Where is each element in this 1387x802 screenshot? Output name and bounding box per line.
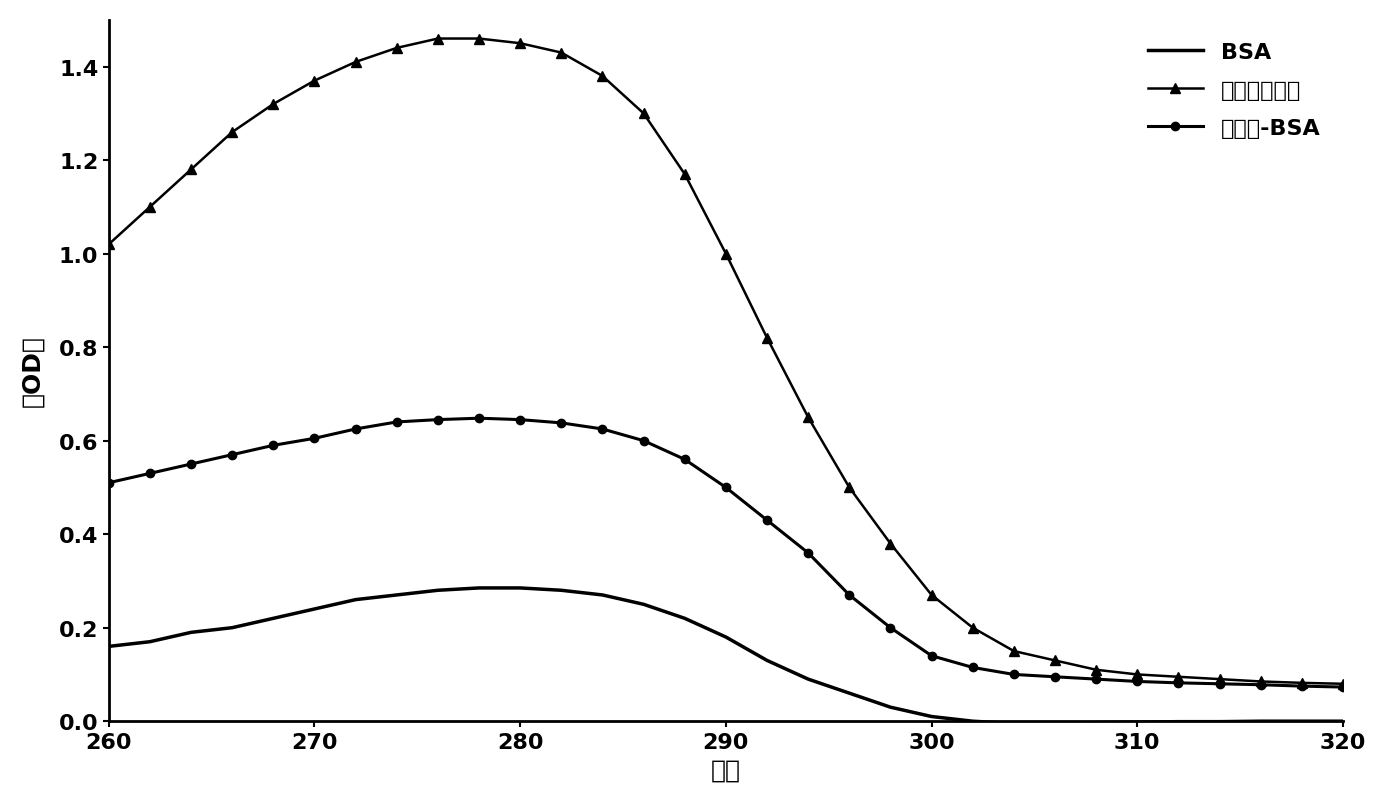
- 美沙醇-BSA: [470, 414, 487, 423]
- BSA: [717, 633, 734, 642]
- 美沙醇-BSA: [388, 418, 405, 427]
- BSA: [1087, 718, 1104, 727]
- 美沙醇-BSA: [677, 455, 694, 464]
- 美沙醇半抗原: [1294, 678, 1311, 688]
- BSA: [635, 600, 652, 610]
- 美沙醇半抗原: [388, 44, 405, 54]
- 美沙醇-BSA: [1047, 672, 1064, 682]
- 美沙醇半抗原: [1006, 646, 1022, 656]
- BSA: [964, 716, 981, 726]
- BSA: [677, 614, 694, 623]
- 美沙醇-BSA: [100, 478, 117, 488]
- 美沙醇半抗原: [1047, 656, 1064, 666]
- 美沙醇-BSA: [265, 441, 282, 451]
- 美沙醇半抗原: [882, 539, 899, 549]
- 美沙醇-BSA: [553, 419, 570, 428]
- BSA: [1129, 718, 1146, 727]
- BSA: [1006, 719, 1022, 728]
- 美沙醇-BSA: [1087, 674, 1104, 684]
- 美沙醇半抗原: [594, 72, 610, 82]
- 美沙醇半抗原: [553, 49, 570, 59]
- BSA: [183, 628, 200, 638]
- 美沙醇-BSA: [223, 450, 240, 460]
- 美沙醇半抗原: [223, 128, 240, 138]
- 美沙醇-BSA: [1294, 682, 1311, 691]
- 美沙醇-BSA: [1006, 670, 1022, 679]
- BSA: [800, 674, 817, 684]
- 美沙醇半抗原: [470, 34, 487, 44]
- BSA: [553, 585, 570, 595]
- Line: 美沙醇-BSA: 美沙醇-BSA: [104, 415, 1347, 691]
- BSA: [1047, 719, 1064, 728]
- 美沙醇-BSA: [841, 590, 857, 600]
- 美沙醇-BSA: [1211, 679, 1227, 689]
- 美沙醇半抗原: [141, 203, 158, 213]
- 美沙醇半抗原: [717, 249, 734, 259]
- 美沙醇-BSA: [759, 516, 775, 525]
- 美沙醇半抗原: [100, 240, 117, 249]
- 美沙醇-BSA: [717, 483, 734, 492]
- BSA: [100, 642, 117, 651]
- 美沙醇-BSA: [430, 415, 447, 425]
- BSA: [759, 656, 775, 666]
- BSA: [265, 614, 282, 623]
- BSA: [1211, 717, 1227, 727]
- 美沙醇半抗原: [800, 413, 817, 423]
- 美沙醇半抗原: [265, 100, 282, 110]
- 美沙醇-BSA: [594, 424, 610, 434]
- 美沙醇-BSA: [141, 469, 158, 479]
- 美沙醇-BSA: [347, 424, 363, 434]
- 美沙醇半抗原: [635, 109, 652, 119]
- BSA: [347, 595, 363, 605]
- 美沙醇半抗原: [1171, 672, 1187, 682]
- 美沙醇-BSA: [964, 662, 981, 672]
- 美沙醇半抗原: [964, 623, 981, 633]
- 美沙醇-BSA: [1252, 680, 1269, 690]
- BSA: [882, 703, 899, 712]
- 美沙醇半抗原: [1129, 670, 1146, 679]
- 美沙醇-BSA: [635, 436, 652, 446]
- 美沙醇半抗原: [1211, 674, 1227, 684]
- BSA: [841, 688, 857, 698]
- BSA: [1294, 716, 1311, 726]
- BSA: [594, 590, 610, 600]
- 美沙醇-BSA: [512, 415, 528, 425]
- BSA: [924, 712, 940, 722]
- 美沙醇半抗原: [759, 334, 775, 343]
- Y-axis label: 光OD值: 光OD值: [21, 335, 44, 407]
- 美沙醇半抗原: [307, 77, 323, 87]
- BSA: [470, 583, 487, 593]
- 美沙醇半抗原: [1252, 677, 1269, 687]
- 美沙醇半抗原: [512, 39, 528, 49]
- 美沙醇半抗原: [347, 58, 363, 67]
- BSA: [1171, 717, 1187, 727]
- 美沙醇半抗原: [677, 170, 694, 180]
- 美沙醇-BSA: [1334, 683, 1351, 692]
- 美沙醇-BSA: [924, 651, 940, 661]
- BSA: [430, 585, 447, 595]
- 美沙醇-BSA: [1129, 677, 1146, 687]
- X-axis label: 波长: 波长: [712, 757, 741, 781]
- 美沙醇-BSA: [183, 460, 200, 469]
- BSA: [1252, 716, 1269, 726]
- Legend: BSA, 美沙醇半抗原, 美沙醇-BSA: BSA, 美沙醇半抗原, 美沙醇-BSA: [1136, 32, 1332, 149]
- 美沙醇半抗原: [1334, 679, 1351, 689]
- Line: BSA: BSA: [108, 588, 1343, 723]
- 美沙醇半抗原: [924, 590, 940, 600]
- 美沙醇半抗原: [183, 165, 200, 175]
- 美沙醇-BSA: [882, 623, 899, 633]
- Line: 美沙醇半抗原: 美沙醇半抗原: [104, 34, 1348, 689]
- BSA: [388, 590, 405, 600]
- BSA: [141, 637, 158, 646]
- 美沙醇半抗原: [841, 483, 857, 492]
- 美沙醇-BSA: [307, 434, 323, 444]
- BSA: [223, 623, 240, 633]
- 美沙醇-BSA: [800, 549, 817, 558]
- 美沙醇-BSA: [1171, 678, 1187, 688]
- BSA: [1334, 716, 1351, 726]
- BSA: [307, 605, 323, 614]
- BSA: [512, 583, 528, 593]
- 美沙醇半抗原: [430, 34, 447, 44]
- 美沙醇半抗原: [1087, 665, 1104, 674]
